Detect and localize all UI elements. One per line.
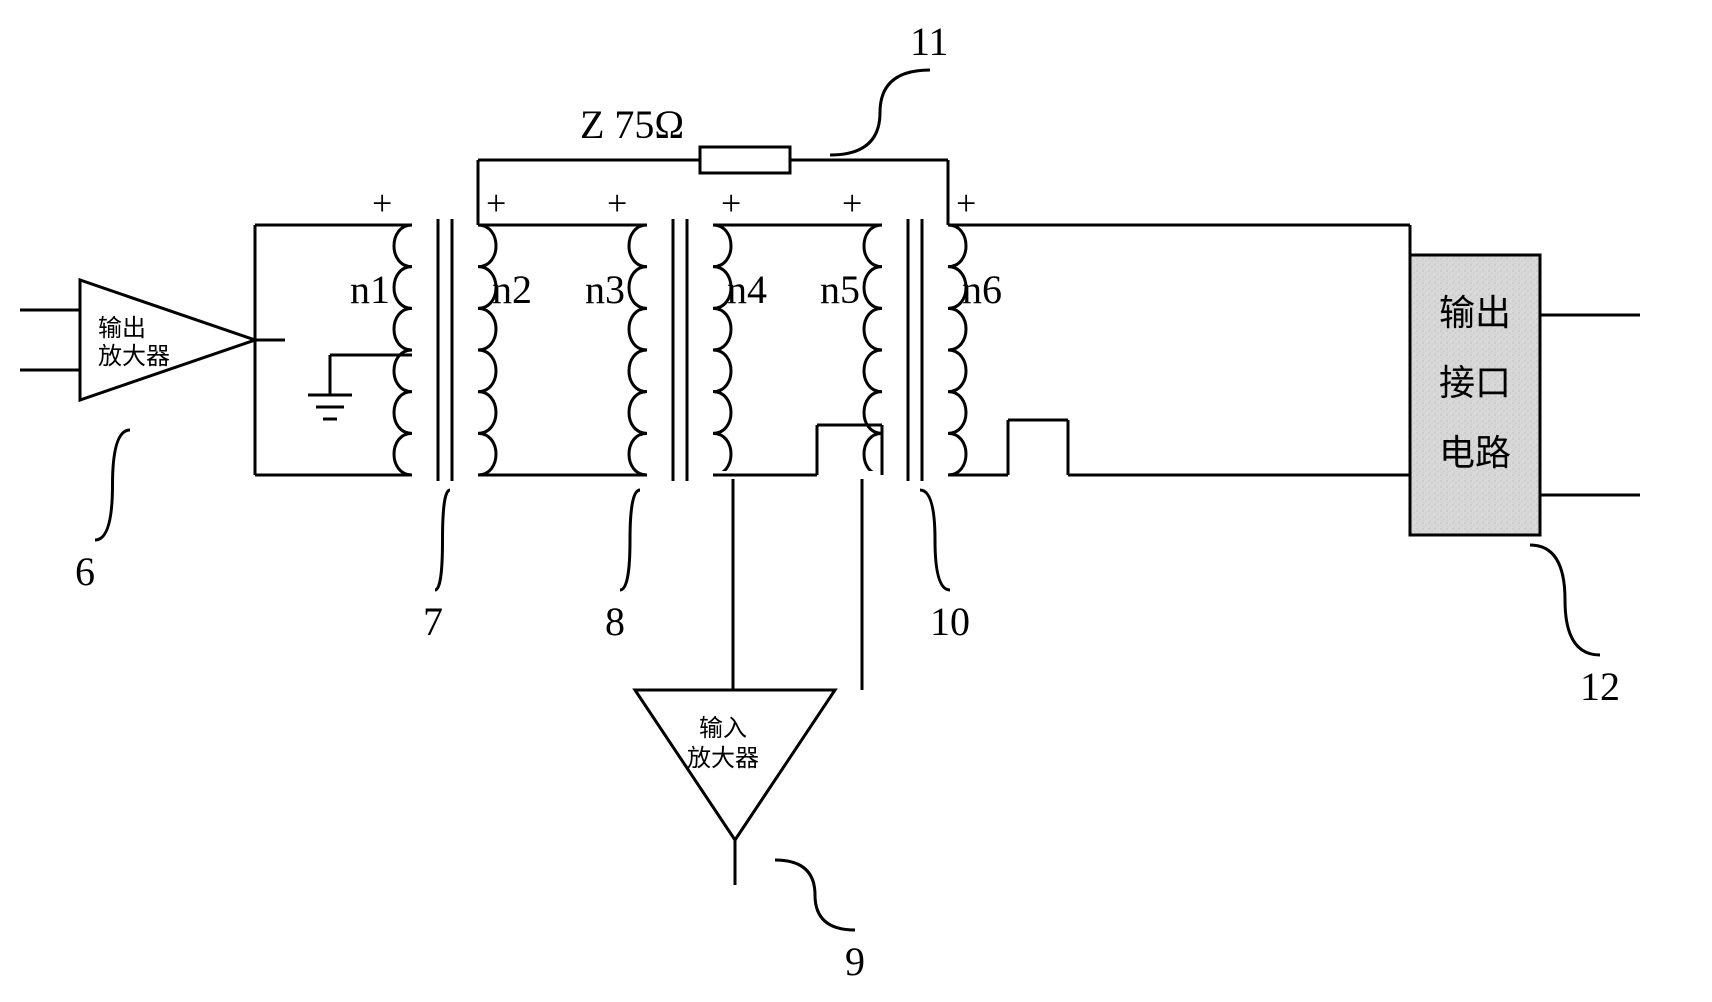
ref-9: 9 [845, 939, 865, 984]
svg-text:+: + [956, 183, 976, 223]
input-amp-label2: 放大器 [687, 745, 759, 772]
n6-label: n6 [962, 267, 1002, 312]
n5-label: n5 [820, 267, 860, 312]
ref-12: 12 [1580, 664, 1620, 709]
ref-6: 6 [75, 549, 95, 594]
out-block-line1: 输出 [1439, 293, 1511, 333]
ref-7: 7 [423, 599, 443, 644]
input-amp-label1: 输入 [699, 715, 747, 742]
svg-text:+: + [372, 183, 392, 223]
svg-text:+: + [486, 183, 506, 223]
n1-label: n1 [350, 267, 390, 312]
circuit-diagram: 输出放大器n1n2++n3n4++n5n6++输入放大器Z 75Ω输出接口电路6… [0, 0, 1712, 1002]
svg-text:+: + [721, 183, 741, 223]
n3-label: n3 [585, 267, 625, 312]
svg-text:+: + [607, 183, 627, 223]
ref-10: 10 [930, 599, 970, 644]
output-amp-label1: 输出 [98, 315, 146, 342]
ref-8: 8 [605, 599, 625, 644]
ref-11: 11 [910, 19, 949, 64]
svg-text:+: + [842, 183, 862, 223]
resistor-label: Z 75Ω [580, 102, 684, 147]
n2-label: n2 [492, 267, 532, 312]
out-block-line2: 接口 [1439, 363, 1511, 403]
out-block-line3: 电路 [1439, 433, 1511, 473]
n4-label: n4 [727, 267, 767, 312]
output-amp-label2: 放大器 [98, 343, 170, 370]
